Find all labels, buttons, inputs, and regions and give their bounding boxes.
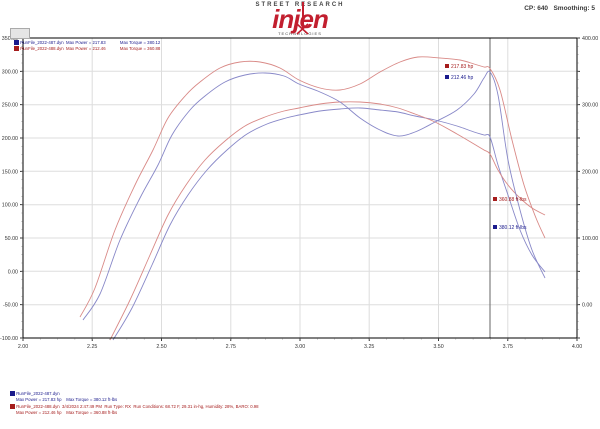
svg-text:2.75: 2.75 xyxy=(226,344,236,350)
svg-text:3.00: 3.00 xyxy=(295,344,305,350)
svg-text:3.25: 3.25 xyxy=(364,344,374,350)
svg-text:0.00: 0.00 xyxy=(582,303,592,309)
svg-text:50.00: 50.00 xyxy=(5,236,18,242)
svg-text:360.88 ft-lbs: 360.88 ft-lbs xyxy=(499,197,527,203)
svg-text:2.50: 2.50 xyxy=(156,344,166,350)
svg-text:0.00: 0.00 xyxy=(8,269,18,275)
svg-text:300.00: 300.00 xyxy=(582,103,598,109)
svg-text:100.00: 100.00 xyxy=(2,203,18,209)
svg-text:380.12 ft-lbs: 380.12 ft-lbs xyxy=(499,225,527,231)
svg-text:4.00: 4.00 xyxy=(572,344,582,350)
svg-text:100.00: 100.00 xyxy=(582,236,598,242)
svg-text:3.75: 3.75 xyxy=(503,344,513,350)
svg-text:-50.00: -50.00 xyxy=(3,303,18,309)
svg-text:3.50: 3.50 xyxy=(433,344,443,350)
svg-text:212.46 hp: 212.46 hp xyxy=(451,75,473,81)
svg-text:150.00: 150.00 xyxy=(2,169,18,175)
svg-text:217.83 hp: 217.83 hp xyxy=(451,64,473,70)
svg-text:-100.00: -100.00 xyxy=(0,336,18,342)
svg-text:300.00: 300.00 xyxy=(2,69,18,75)
svg-text:200.00: 200.00 xyxy=(2,136,18,142)
svg-text:200.00: 200.00 xyxy=(582,169,598,175)
svg-text:250.00: 250.00 xyxy=(2,103,18,109)
svg-text:2.00: 2.00 xyxy=(18,344,28,350)
svg-text:400.00: 400.00 xyxy=(582,36,598,42)
svg-text:2.25: 2.25 xyxy=(87,344,97,350)
